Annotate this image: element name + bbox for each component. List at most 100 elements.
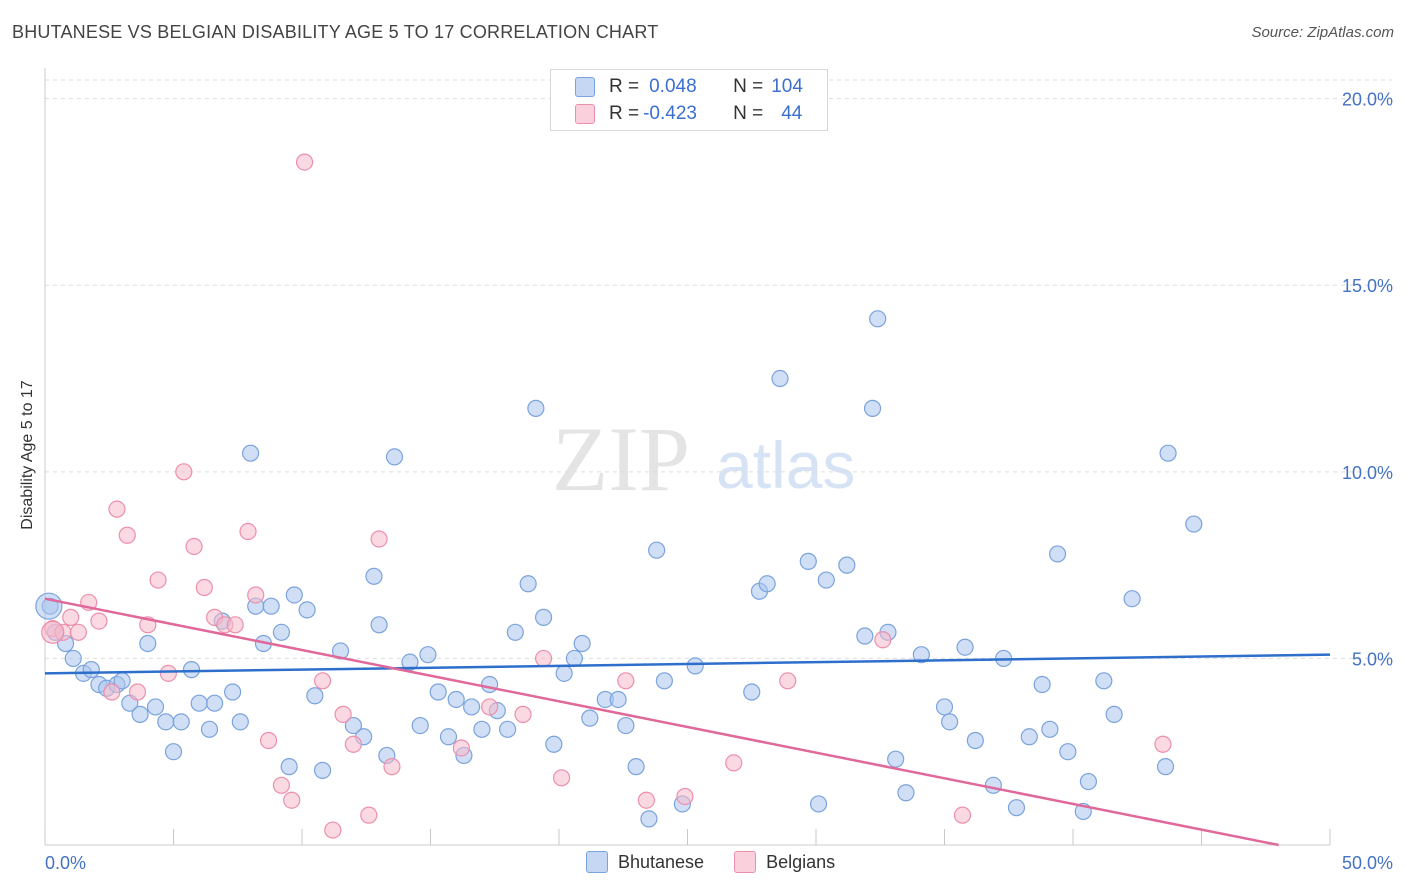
legend-row-bhutanese: R = 0.048 N = 104 [575, 74, 803, 100]
bhutanese-point [856, 627, 874, 645]
belgian-point [953, 806, 972, 824]
belgian-point [226, 616, 244, 634]
belgian-point [676, 787, 694, 806]
bhutanese-point [157, 713, 175, 731]
belgian-point [324, 821, 342, 839]
belgian-point [1154, 735, 1172, 753]
belgian-point [725, 754, 743, 772]
bhutanese-point [1123, 590, 1141, 608]
legend-row-belgians: R = -0.423 N = 44 [575, 101, 802, 127]
legend-n-label: N = [733, 76, 764, 97]
bhutanese-point [172, 713, 190, 731]
bottom-legend-belgians: Belgians [734, 851, 835, 873]
belgian-point [175, 463, 193, 481]
watermark: ZIP atlas [552, 408, 855, 510]
trend-lines [44, 597, 1331, 847]
bhutanese-point [869, 310, 887, 328]
bhutanese-point [1048, 545, 1067, 563]
belgian-point [452, 739, 470, 757]
bhutanese-point [206, 694, 224, 712]
bhutanese-point [411, 716, 429, 735]
bhutanese-point [262, 597, 280, 615]
y-tick-labels: 5.0% 10.0% 15.0% 20.0% 0.0% 50.0% [45, 90, 1393, 873]
bhutanese-point [306, 687, 324, 705]
bhutanese-point [534, 608, 553, 626]
belgian-point [514, 705, 532, 723]
belgian-point [195, 578, 213, 597]
bhutanese-point [1185, 515, 1203, 533]
bhutanese-point [447, 690, 465, 709]
bhutanese-point [743, 683, 761, 701]
watermark-atlas: atlas [716, 428, 855, 502]
legend-n-value: 104 [771, 76, 803, 97]
y-tick-label: 10.0% [1342, 463, 1393, 483]
bhutanese-point [771, 369, 789, 388]
bhutanese-point [439, 728, 458, 746]
legend-swatch-pink [575, 104, 595, 124]
belgian-point [334, 705, 352, 723]
belgian-points [41, 153, 1172, 839]
bhutanese-point [1105, 705, 1123, 723]
belgian-point [272, 776, 291, 794]
bhutanese-point [912, 646, 930, 664]
bhutanese-point [545, 735, 563, 753]
bhutanese-point [686, 657, 704, 675]
bhutanese-point [799, 552, 817, 570]
bhutanese-point [401, 653, 419, 671]
chart-source: Source: ZipAtlas.com [1251, 24, 1394, 41]
belgian-point-large [41, 620, 65, 644]
bhutanese-point [365, 567, 383, 585]
belgian-point [313, 672, 332, 690]
bhutanese-point [1007, 799, 1026, 817]
legend-r-label: R = [609, 103, 640, 124]
bhutanese-point-large [35, 592, 63, 620]
bhutanese-point [285, 586, 303, 604]
bhutanese-point [640, 810, 658, 828]
bhutanese-point [984, 776, 1002, 794]
bhutanese-point [1033, 675, 1051, 694]
bhutanese-point [1156, 758, 1175, 776]
belgian-point [617, 672, 635, 690]
bhutanese-point [82, 661, 100, 679]
bhutanese-point [481, 675, 499, 694]
bhutanese-point [573, 634, 591, 653]
bhutanese-point [617, 716, 635, 735]
bhutanese-point [139, 634, 157, 653]
bhutanese-point [1159, 444, 1177, 462]
bhutanese-point [897, 784, 915, 802]
belgian-point [103, 683, 121, 701]
belgian-point [383, 758, 401, 776]
belgian-point [295, 153, 314, 171]
bhutanese-point [838, 556, 856, 574]
bhutanese-point [519, 575, 537, 593]
belgian-point [481, 698, 499, 716]
belgian-point [283, 791, 301, 809]
bhutanese-point [231, 713, 249, 731]
legend-r-value: -0.423 [643, 103, 697, 124]
y-tick-label: 15.0% [1342, 276, 1393, 296]
bhutanese-point [1079, 772, 1098, 791]
belgian-trend-line [44, 597, 1279, 847]
bhutanese-point [1041, 720, 1059, 738]
bhutanese-point [463, 698, 481, 716]
bhutanese-point [419, 646, 437, 664]
bhutanese-points [35, 310, 1203, 828]
belgian-point [118, 526, 136, 544]
axes [44, 68, 1331, 846]
bottom-legend-label: Belgians [766, 851, 836, 872]
bhutanese-point [313, 761, 332, 779]
legend-r-label: R = [609, 76, 640, 97]
y-tick-label: 5.0% [1352, 649, 1393, 669]
y-tick-label: 20.0% [1342, 90, 1393, 110]
bottom-swatch-blue [586, 851, 608, 873]
bottom-legend: Bhutanese Belgians [586, 851, 865, 873]
belgian-point [108, 500, 126, 518]
bottom-legend-bhutanese: Bhutanese [586, 851, 704, 873]
belgian-point [62, 608, 80, 626]
legend-r-value: 0.048 [649, 76, 697, 97]
belgian-point [185, 537, 203, 556]
belgian-point [552, 769, 571, 787]
bhutanese-point [429, 683, 447, 701]
grid-lines [45, 79, 1392, 659]
bhutanese-point [344, 716, 362, 735]
